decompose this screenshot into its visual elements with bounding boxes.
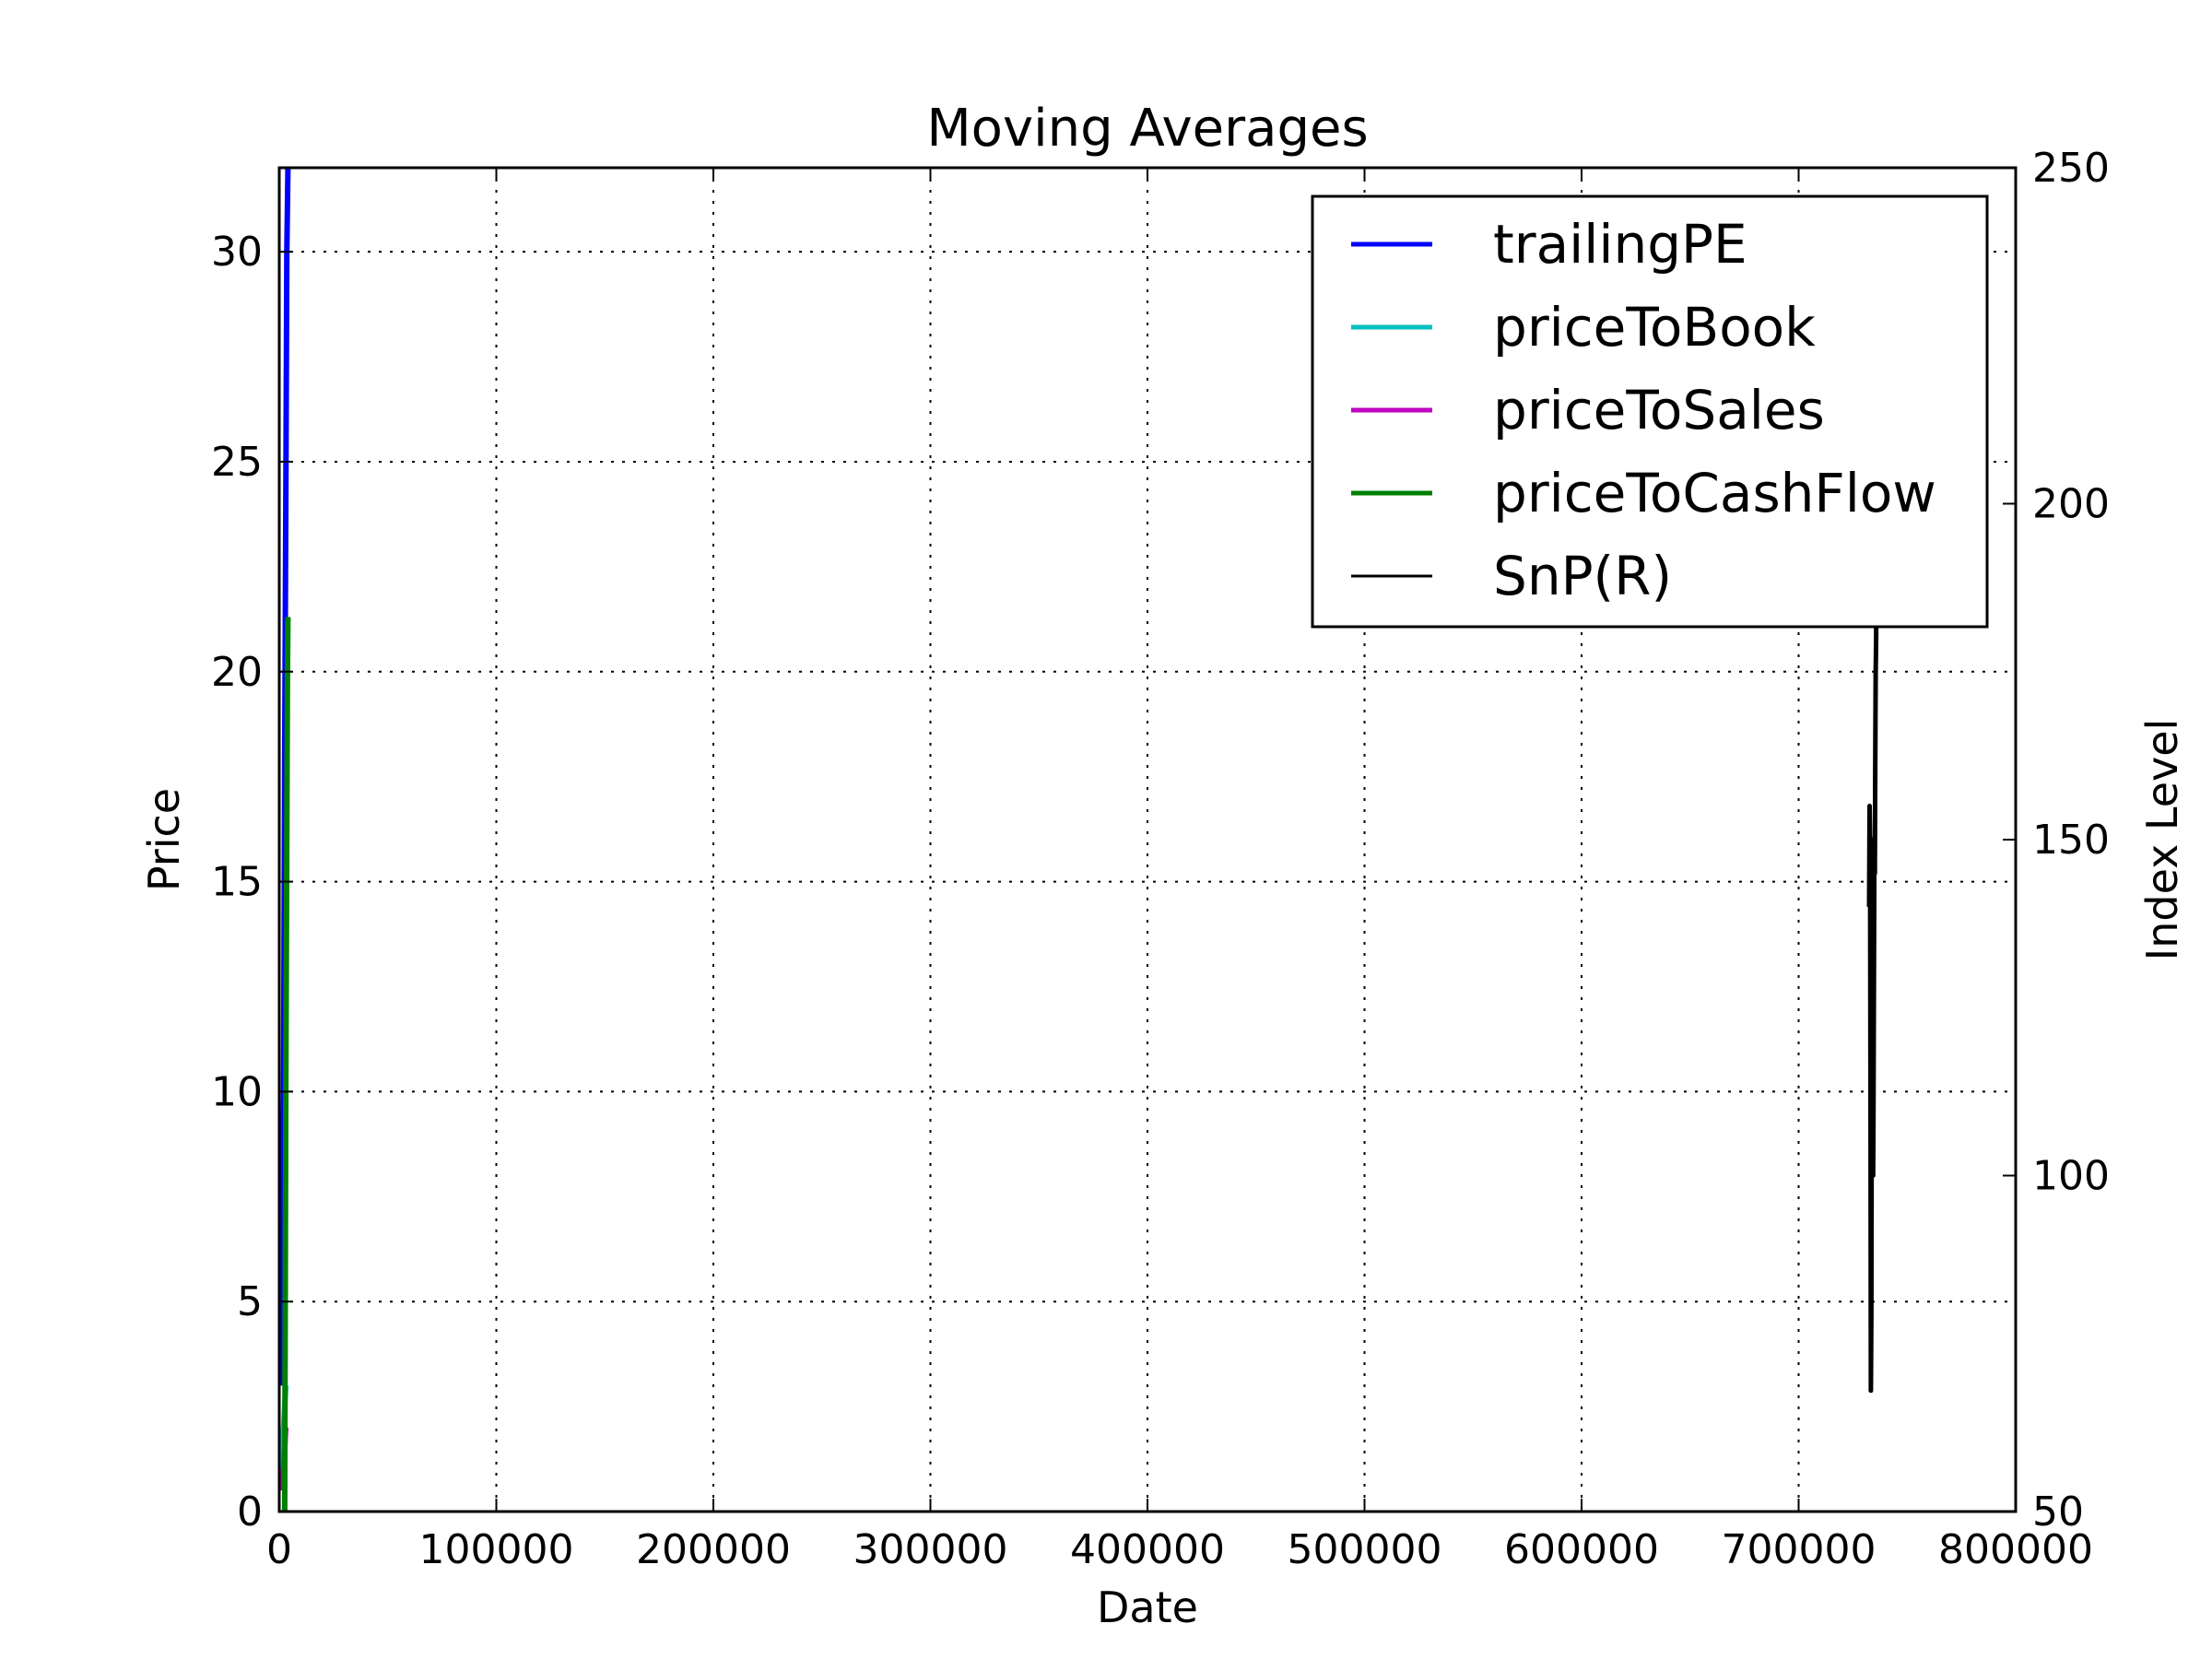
legend-label: trailingPE bbox=[1493, 213, 1747, 276]
y2-tick-label: 50 bbox=[2032, 1488, 2084, 1535]
y-tick-label: 10 bbox=[211, 1068, 263, 1115]
legend-label: priceToBook bbox=[1493, 296, 1816, 359]
y2-axis-label: Index Level bbox=[2137, 719, 2187, 961]
x-tick-label: 800000 bbox=[1938, 1526, 2093, 1573]
x-tick-label: 500000 bbox=[1288, 1526, 1442, 1573]
x-axis-label: Date bbox=[1097, 1583, 1198, 1632]
legend-label: priceToCashFlow bbox=[1493, 462, 1936, 524]
y-tick-label: 15 bbox=[211, 859, 263, 906]
legend: trailingPE priceToBook priceToSales priceTo… bbox=[1311, 194, 1989, 629]
x-tick-label: 100000 bbox=[419, 1526, 574, 1573]
x-tick-label: 700000 bbox=[1722, 1526, 1877, 1573]
y-tick-label: 25 bbox=[211, 439, 263, 486]
y2-tick-label: 150 bbox=[2032, 817, 2110, 864]
chart-title: Moving Averages bbox=[926, 99, 1368, 159]
legend-label: SnP(R) bbox=[1493, 545, 1672, 607]
x-tick-label: 0 bbox=[266, 1526, 292, 1573]
y-tick-label: 5 bbox=[237, 1278, 263, 1325]
y-tick-label: 0 bbox=[237, 1488, 263, 1535]
y-axis-label: Price bbox=[139, 788, 189, 891]
x-tick-label: 600000 bbox=[1504, 1526, 1659, 1573]
y2-tick-label: 100 bbox=[2032, 1153, 2110, 1200]
y2-tick-label: 200 bbox=[2032, 481, 2110, 528]
y-tick-label: 30 bbox=[211, 229, 263, 276]
series-line-pricetocashflow bbox=[281, 617, 291, 1512]
y2-tick-label: 250 bbox=[2032, 145, 2110, 192]
ticks: 0 100000 200000 300000 400000 500000 600000 700… bbox=[211, 145, 2110, 1573]
x-tick-label: 300000 bbox=[853, 1526, 1008, 1573]
legend-label: priceToSales bbox=[1493, 379, 1825, 441]
x-tick-label: 400000 bbox=[1070, 1526, 1225, 1573]
x-tick-label: 200000 bbox=[636, 1526, 791, 1573]
y-tick-label: 20 bbox=[211, 649, 263, 696]
